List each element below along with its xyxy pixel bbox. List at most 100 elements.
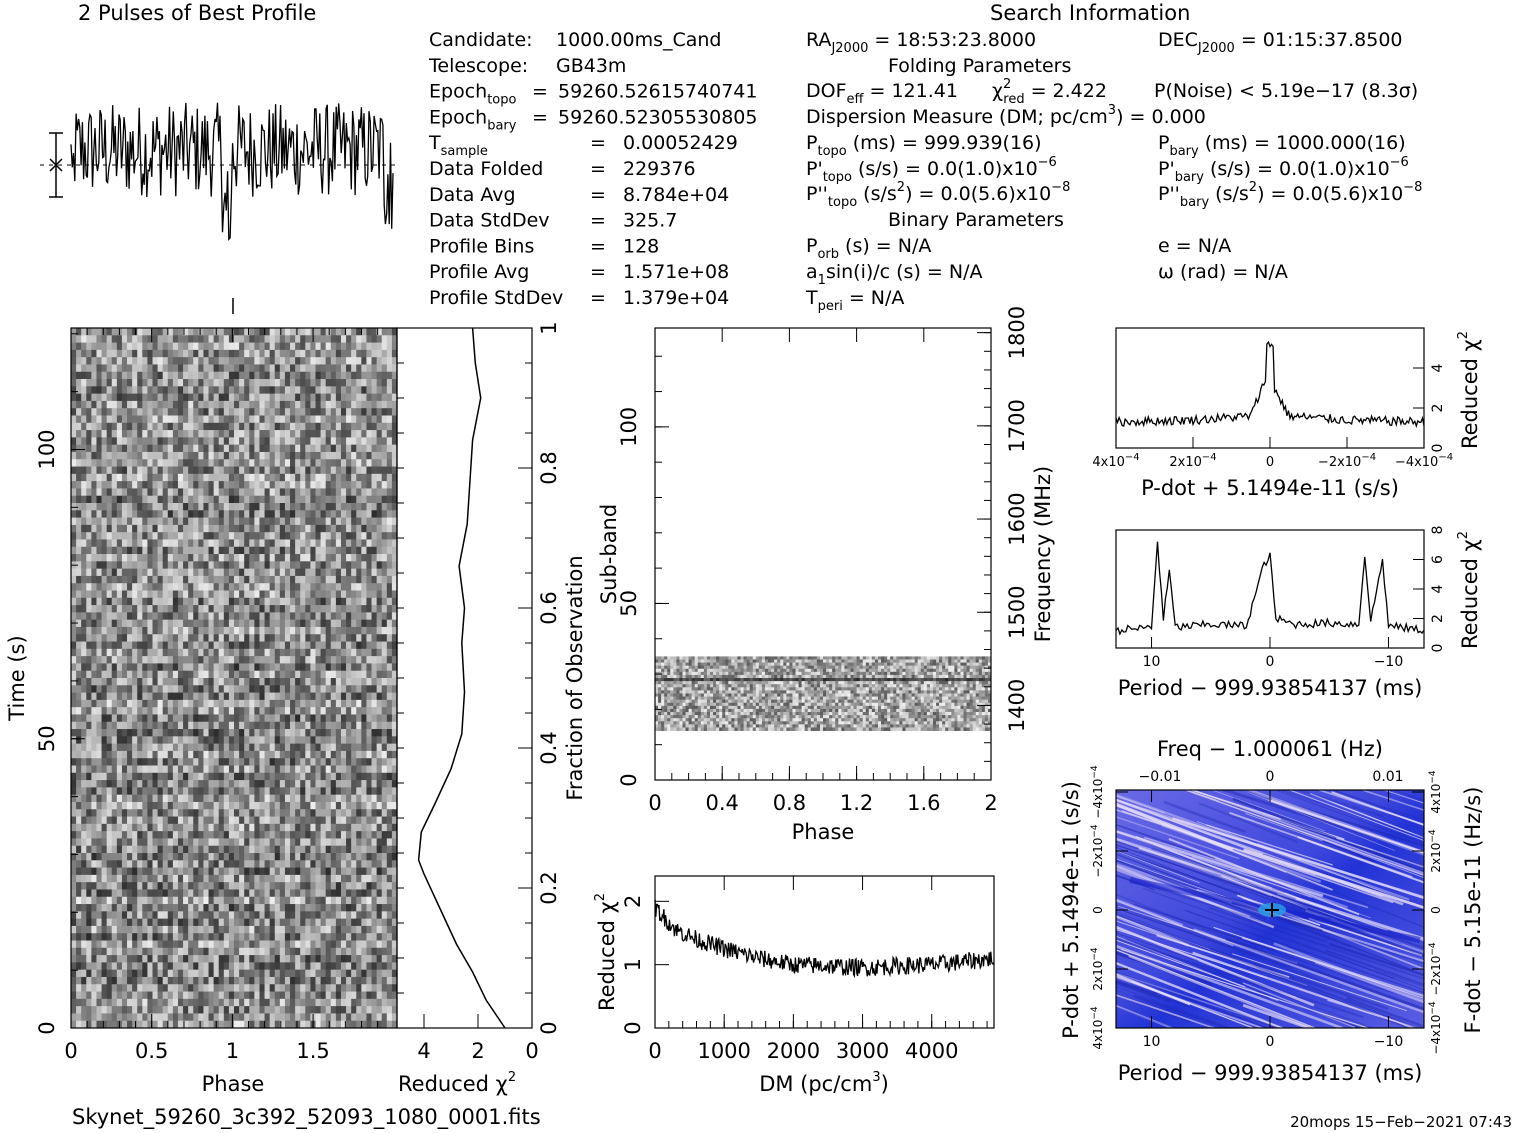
time-phase-cell bbox=[239, 422, 245, 431]
time-phase-cell bbox=[86, 488, 92, 497]
time-phase-cell bbox=[198, 838, 204, 847]
time-phase-cell bbox=[320, 736, 327, 745]
time-phase-cell bbox=[335, 626, 342, 635]
time-phase-cell bbox=[335, 736, 342, 745]
time-phase-cell bbox=[193, 853, 199, 861]
time-phase-cell bbox=[310, 371, 316, 380]
time-phase-cell bbox=[111, 678, 118, 686]
time-phase-cell bbox=[157, 488, 164, 497]
time-phase-cell bbox=[239, 328, 245, 336]
time-phase-cell bbox=[86, 707, 92, 715]
time-phase-cell bbox=[91, 874, 97, 883]
time-phase-cell bbox=[71, 867, 77, 876]
time-phase-cell bbox=[346, 342, 352, 351]
time-phase-cell bbox=[290, 816, 296, 825]
time-phase-cell bbox=[305, 503, 311, 511]
time-phase-cell bbox=[315, 882, 321, 890]
time-phase-cell bbox=[310, 787, 316, 796]
time-phase-cell bbox=[244, 371, 250, 380]
time-phase-cell bbox=[325, 750, 332, 759]
time-phase-cell bbox=[346, 845, 352, 854]
time-phase-cell bbox=[361, 524, 367, 533]
time-phase-cell bbox=[76, 328, 82, 336]
time-phase-cell bbox=[239, 415, 245, 424]
time-phase-cell bbox=[244, 678, 250, 686]
time-phase-cell bbox=[147, 415, 153, 424]
time-phase-cell bbox=[198, 809, 204, 817]
time-phase-cell bbox=[193, 546, 199, 555]
time-phase-cell bbox=[183, 699, 189, 708]
time-phase-cell bbox=[279, 860, 286, 868]
time-phase-cell bbox=[86, 714, 92, 723]
time-phase-cell bbox=[193, 342, 199, 351]
time-phase-cell bbox=[239, 554, 245, 562]
time-phase-cell bbox=[106, 699, 113, 708]
time-phase-cell bbox=[157, 678, 164, 686]
time-phase-cell bbox=[101, 787, 108, 796]
time-phase-cell bbox=[86, 532, 92, 540]
time-phase-cell bbox=[228, 554, 235, 562]
time-phase-cell bbox=[101, 386, 108, 395]
time-phase-cell bbox=[234, 400, 240, 409]
time-phase-cell bbox=[76, 692, 82, 701]
time-phase-cell bbox=[259, 583, 265, 591]
time-phase-cell bbox=[127, 488, 133, 497]
time-phase-cell bbox=[315, 495, 321, 504]
time-phase-cell bbox=[320, 605, 327, 613]
time-phase-cell bbox=[366, 386, 372, 395]
time-phase-cell bbox=[386, 838, 393, 847]
time-phase-cell bbox=[218, 692, 225, 701]
time-phase-cell bbox=[274, 517, 281, 526]
time-phase-cell bbox=[366, 619, 372, 628]
time-phase-cell bbox=[121, 816, 128, 825]
time-phase-cell bbox=[361, 415, 367, 424]
time-phase-cell bbox=[264, 860, 271, 868]
time-phase-cell bbox=[208, 656, 215, 664]
time-phase-cell bbox=[81, 488, 87, 497]
time-phase-cell bbox=[167, 400, 174, 409]
time-phase-cell bbox=[346, 430, 352, 438]
time-phase-cell bbox=[81, 692, 87, 701]
time-phase-cell bbox=[330, 532, 337, 540]
time-phase-cell bbox=[244, 787, 250, 796]
time-phase-cell bbox=[198, 437, 204, 446]
time-phase-cell bbox=[96, 466, 102, 475]
time-phase-cell bbox=[106, 823, 113, 832]
time-phase-cell bbox=[208, 481, 215, 489]
chi-field: χ2 red = 2.422 bbox=[992, 77, 1107, 107]
time-phase-cell bbox=[193, 597, 199, 606]
time-phase-cell bbox=[121, 568, 128, 577]
time-phase-cell bbox=[188, 648, 194, 657]
time-phase-cell bbox=[305, 853, 311, 861]
time-phase-cell bbox=[279, 364, 286, 373]
time-phase-cell bbox=[391, 860, 397, 868]
time-phase-cell bbox=[254, 546, 260, 555]
time-phase-cell bbox=[228, 780, 235, 788]
time-phase-cell bbox=[172, 787, 179, 796]
time-phase-cell bbox=[254, 853, 260, 861]
time-phase-cell bbox=[234, 663, 240, 672]
time-phase-cell bbox=[157, 335, 164, 343]
time-phase-cell bbox=[320, 670, 327, 679]
time-phase-cell bbox=[269, 750, 276, 759]
time-phase-cell bbox=[203, 831, 209, 839]
time-phase-cell bbox=[162, 510, 169, 518]
time-phase-cell bbox=[330, 721, 337, 730]
time-phase-cell bbox=[132, 408, 138, 416]
time-phase-cell bbox=[356, 495, 362, 504]
time-phase-cell bbox=[269, 634, 276, 642]
time-phase-cell bbox=[137, 517, 143, 526]
time-phase-cell bbox=[391, 612, 397, 621]
time-phase-cell bbox=[239, 780, 245, 788]
time-phase-cell bbox=[239, 495, 245, 504]
time-phase-cell bbox=[254, 816, 260, 825]
time-phase-cell bbox=[223, 801, 230, 810]
time-phase-cell bbox=[376, 437, 383, 446]
time-phase-cell bbox=[284, 882, 291, 890]
time-phase-cell bbox=[330, 714, 337, 723]
time-phase-cell bbox=[142, 634, 148, 642]
time-phase-cell bbox=[284, 473, 291, 482]
time-phase-cell bbox=[96, 656, 102, 664]
time-phase-cell bbox=[366, 692, 372, 701]
time-phase-cell bbox=[315, 780, 321, 788]
